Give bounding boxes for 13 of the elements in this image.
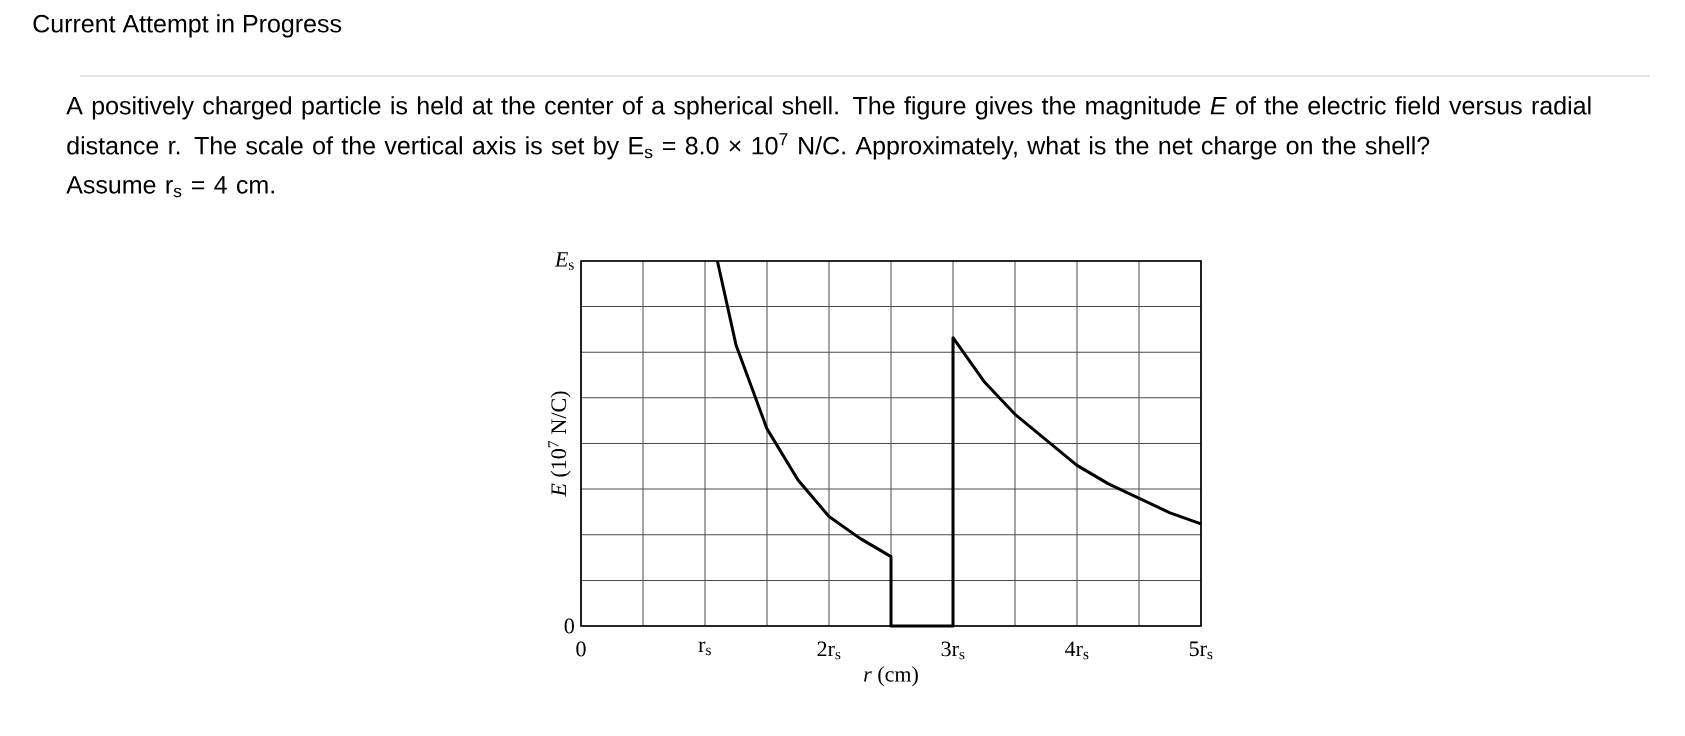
x-tick-label: 0 (576, 641, 586, 657)
text: 0 (564, 618, 574, 634)
x-tick-label: r$_{s}$ (698, 641, 711, 656)
x-tick-label: 4r$_{s}$ (1065, 641, 1089, 660)
text: Current Attempt in Progress (33, 14, 342, 38)
x-tick-label: 2r$_{s}$ (817, 641, 841, 660)
x-tick-label: 3r$_{s}$ (941, 641, 965, 660)
text: E$_{s}$ (554, 252, 574, 270)
text: Assume r$_{s}$ = 4 cm. (66, 176, 274, 198)
y-axis-title: E (10$^{7}$ N/C) (548, 391, 571, 497)
text: A positively charged particle is held at the center of a spherical shell. The figure gives the magnitude E of the electric field versus radial distance r. The scale of the vertical axis is set by E$_{s}$ = 8.0 × 10$^{7}$ N/C. Approximately, what is the net charge on the shell? (66, 96, 1591, 160)
x-axis-title: r (cm) (864, 666, 918, 687)
x-tick-label: 5r$_{s}$ (1189, 641, 1213, 660)
